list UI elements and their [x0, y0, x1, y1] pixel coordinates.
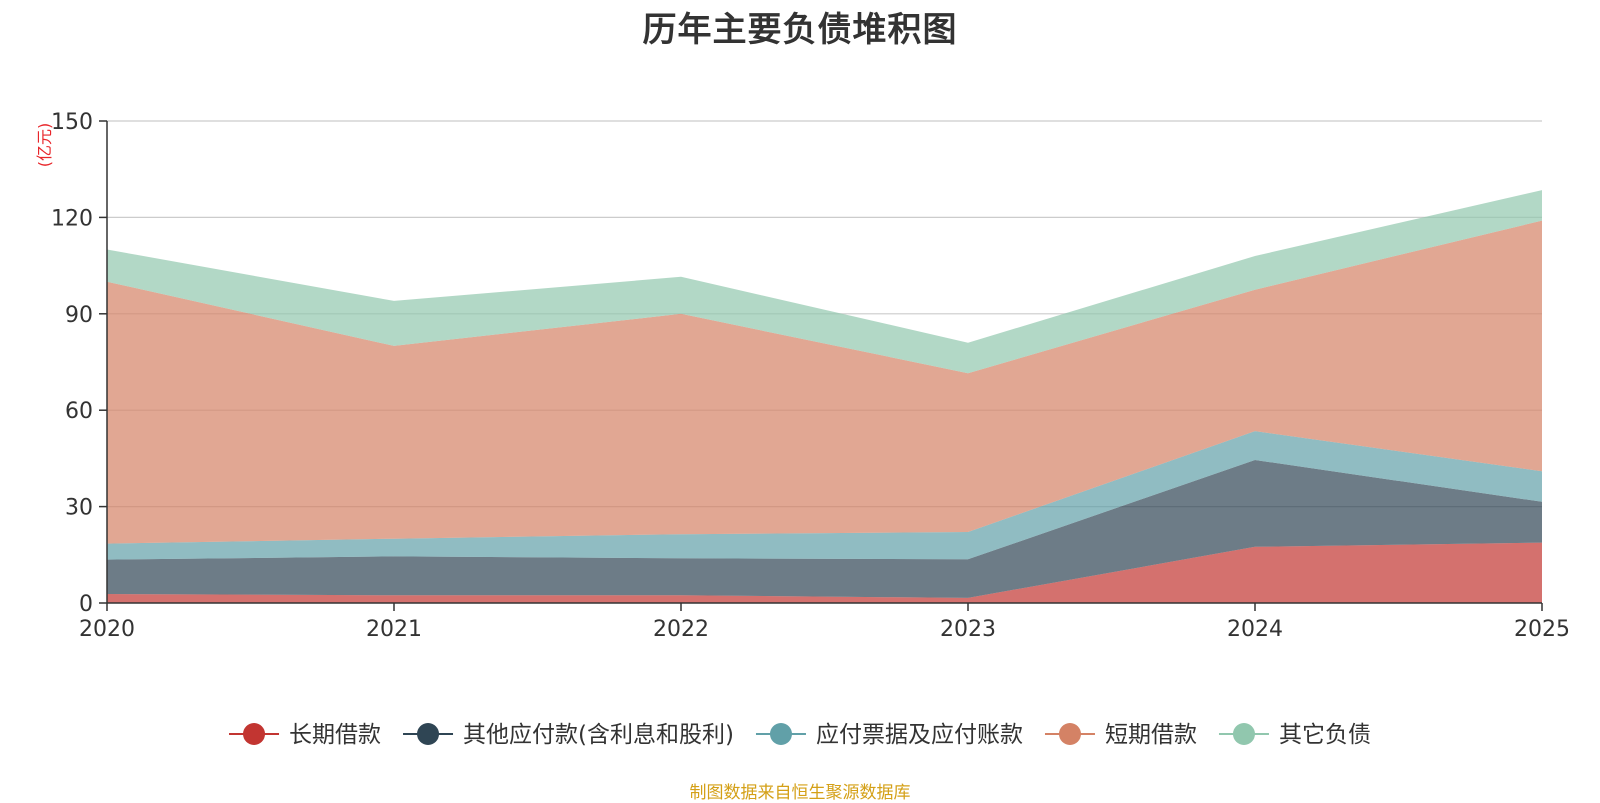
- legend-circle-icon: [243, 723, 266, 745]
- x-tick-label: 2024: [1227, 617, 1283, 642]
- y-tick-label: 0: [79, 592, 93, 617]
- legend-label: 其它负债: [1279, 722, 1371, 748]
- x-tick-label: 2025: [1514, 617, 1570, 642]
- legend-item-2[interactable]: 应付票据及应付账款: [755, 722, 1023, 748]
- legend-circle-icon: [417, 723, 440, 745]
- x-axis-ticks: 2020 2021 2022 2023 2024 2025: [79, 603, 1570, 642]
- area-series-1[interactable]: [107, 460, 1542, 598]
- legend-item-4[interactable]: 其它负债: [1218, 722, 1371, 748]
- x-tick-label: 2021: [366, 617, 422, 642]
- y-tick-label: 120: [51, 206, 93, 231]
- y-tick-label: 60: [65, 399, 93, 424]
- legend-circle-icon: [769, 723, 792, 745]
- legend: 长期借款 其他应付款(含利息和股利) 应付票据及应付账款 短期借款 其它负债: [229, 722, 1371, 748]
- legend-label: 其他应付款(含利息和股利): [463, 722, 734, 748]
- area-series-3[interactable]: [107, 220, 1542, 544]
- y-tick-label: 30: [65, 496, 93, 521]
- x-tick-label: 2020: [79, 617, 135, 642]
- legend-label: 应付票据及应付账款: [816, 722, 1023, 748]
- legend-item-1[interactable]: 其他应付款(含利息和股利): [403, 722, 734, 748]
- legend-label: 短期借款: [1105, 722, 1197, 748]
- x-tick-label: 2022: [653, 617, 709, 642]
- y-axis-ticks: 0 30 60 90 120 150: [51, 110, 107, 617]
- y-tick-label: 150: [51, 110, 93, 135]
- area-series-2[interactable]: [107, 431, 1542, 560]
- area-series-0[interactable]: [107, 542, 1542, 603]
- legend-item-3[interactable]: 短期借款: [1044, 722, 1197, 748]
- legend-circle-icon: [1058, 723, 1081, 745]
- area-series-4[interactable]: [107, 190, 1542, 374]
- chart-title: 历年主要负债堆积图: [642, 10, 958, 50]
- legend-circle-icon: [1232, 723, 1255, 745]
- y-tick-label: 90: [65, 303, 93, 328]
- x-tick-label: 2023: [940, 617, 996, 642]
- data-source-note: 制图数据来自恒生聚源数据库: [689, 783, 911, 803]
- area-series-layer: [107, 190, 1542, 603]
- axes: [106, 121, 1542, 604]
- legend-label: 长期借款: [289, 722, 381, 748]
- y-axis-unit-label: (亿元): [35, 123, 54, 168]
- legend-item-0[interactable]: 长期借款: [229, 722, 381, 748]
